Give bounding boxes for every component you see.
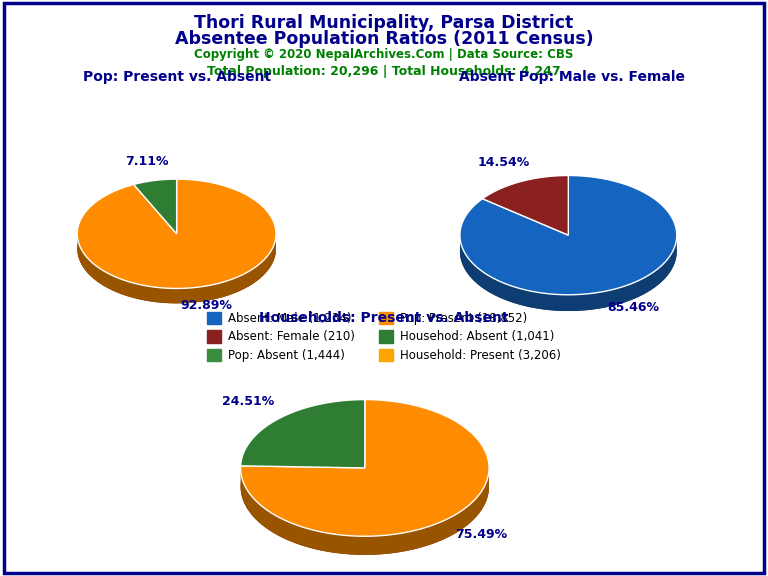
Text: Total Population: 20,296 | Total Households: 4,247: Total Population: 20,296 | Total Househo… [207,65,561,78]
Polygon shape [240,400,489,536]
Polygon shape [78,194,276,304]
Text: Households: Present vs. Absent: Households: Present vs. Absent [260,312,508,325]
Text: Pop: Present vs. Absent: Pop: Present vs. Absent [83,70,270,84]
Text: Absent Pop: Male vs. Female: Absent Pop: Male vs. Female [459,70,685,84]
Polygon shape [78,179,276,289]
Polygon shape [240,418,489,555]
Text: Thori Rural Municipality, Parsa District: Thori Rural Municipality, Parsa District [194,14,574,32]
Polygon shape [460,235,677,311]
Polygon shape [78,235,276,304]
Polygon shape [240,400,365,468]
Text: 75.49%: 75.49% [455,528,508,541]
Text: 92.89%: 92.89% [180,300,232,312]
Polygon shape [460,176,677,295]
Text: 24.51%: 24.51% [222,395,274,408]
Text: 85.46%: 85.46% [607,301,659,314]
Polygon shape [134,179,177,234]
Text: Copyright © 2020 NepalArchives.Com | Data Source: CBS: Copyright © 2020 NepalArchives.Com | Dat… [194,48,574,61]
Polygon shape [482,176,568,235]
Text: 7.11%: 7.11% [125,156,169,168]
Polygon shape [240,469,489,555]
Polygon shape [460,192,677,311]
Text: 14.54%: 14.54% [478,157,530,169]
Legend: Absent: Male (1,234), Absent: Female (210), Pop: Absent (1,444), Pop: Present (1: Absent: Male (1,234), Absent: Female (21… [207,312,561,362]
Text: Absentee Population Ratios (2011 Census): Absentee Population Ratios (2011 Census) [174,30,594,48]
